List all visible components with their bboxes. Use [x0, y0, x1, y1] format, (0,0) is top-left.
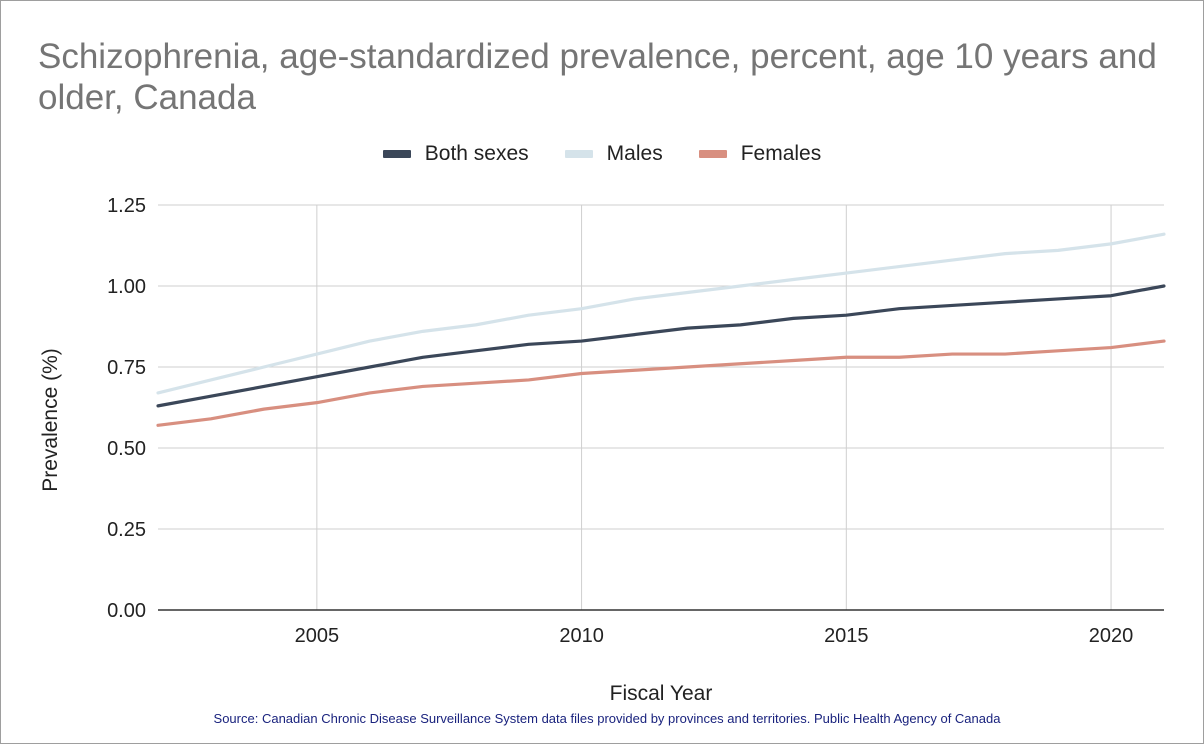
y-tick-label: 0.50 — [107, 438, 146, 460]
y-tick-label: 0.75 — [107, 357, 146, 379]
x-tick-label: 2015 — [824, 625, 869, 647]
series-line-both-sexes — [156, 284, 1166, 408]
y-tick-label: 0.00 — [107, 600, 146, 622]
legend-item-females: Females — [698, 142, 822, 166]
series-line-females — [156, 339, 1166, 427]
legend-item-males: Males — [564, 142, 663, 166]
legend-item-both-sexes: Both sexes — [382, 142, 529, 166]
chart-legend: Both sexes Males Females — [0, 142, 1204, 166]
series-line-males — [156, 232, 1166, 395]
legend-swatch — [564, 150, 593, 158]
legend-label: Females — [740, 142, 822, 165]
y-tick-label: 0.25 — [107, 519, 146, 541]
y-tick-label: 1.25 — [107, 195, 146, 217]
x-tick-label: 2010 — [559, 625, 604, 647]
y-tick-label: 1.00 — [107, 276, 146, 298]
series-lines — [156, 232, 1166, 427]
legend-label: Both sexes — [424, 142, 529, 165]
legend-label: Males — [606, 142, 663, 165]
grid-lines — [158, 204, 1164, 610]
x-tick-label: 2020 — [1089, 625, 1134, 647]
source-note: Source: Canadian Chronic Disease Surveil… — [213, 711, 1001, 726]
x-axis-label: Fiscal Year — [610, 682, 713, 705]
x-tick-labels: 2005 2010 2015 2020 — [295, 625, 1134, 647]
legend-swatch — [698, 150, 727, 158]
y-tick-labels: 0.00 0.25 0.50 0.75 1.00 1.25 — [107, 195, 146, 622]
chart-title: Schizophrenia, age-standardized prevalen… — [38, 37, 1157, 117]
y-axis-label: Prevalence (%) — [39, 348, 62, 492]
legend-swatch — [382, 150, 411, 158]
x-tick-label: 2005 — [295, 625, 340, 647]
